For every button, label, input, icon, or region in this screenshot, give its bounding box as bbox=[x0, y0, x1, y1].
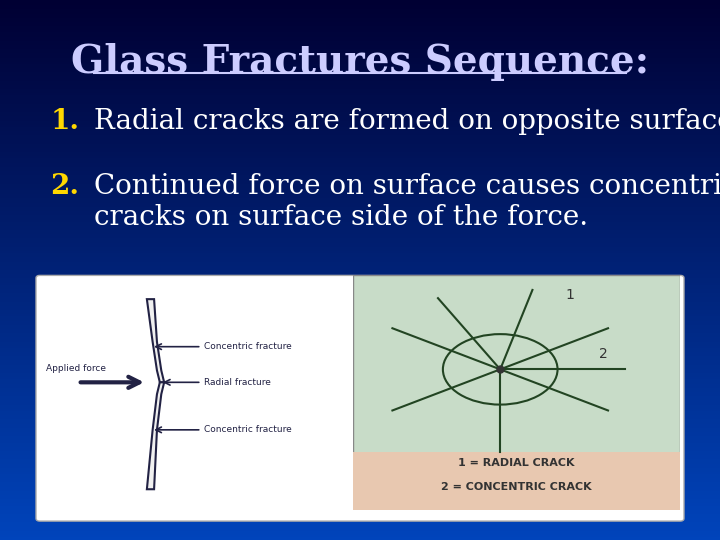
FancyBboxPatch shape bbox=[36, 275, 684, 521]
FancyBboxPatch shape bbox=[353, 275, 680, 510]
Text: Concentric fracture: Concentric fracture bbox=[204, 342, 292, 351]
Text: 1 = RADIAL CRACK: 1 = RADIAL CRACK bbox=[459, 458, 575, 468]
Text: Concentric fracture: Concentric fracture bbox=[204, 426, 292, 434]
Text: 2 = CONCENTRIC CRACK: 2 = CONCENTRIC CRACK bbox=[441, 482, 592, 492]
Text: 2: 2 bbox=[598, 347, 607, 361]
FancyBboxPatch shape bbox=[353, 451, 680, 510]
Text: Applied force: Applied force bbox=[46, 363, 106, 373]
Text: 1.: 1. bbox=[50, 108, 79, 135]
Polygon shape bbox=[147, 299, 164, 382]
Text: Radial cracks are formed on opposite surface: Radial cracks are formed on opposite sur… bbox=[94, 108, 720, 135]
Polygon shape bbox=[147, 382, 164, 489]
Text: Glass Fractures Sequence:: Glass Fractures Sequence: bbox=[71, 43, 649, 81]
Text: Radial fracture: Radial fracture bbox=[204, 378, 271, 387]
Text: Continued force on surface causes concentric
cracks on surface side of the force: Continued force on surface causes concen… bbox=[94, 173, 720, 231]
Text: 2.: 2. bbox=[50, 173, 79, 200]
Text: 1: 1 bbox=[566, 288, 575, 302]
